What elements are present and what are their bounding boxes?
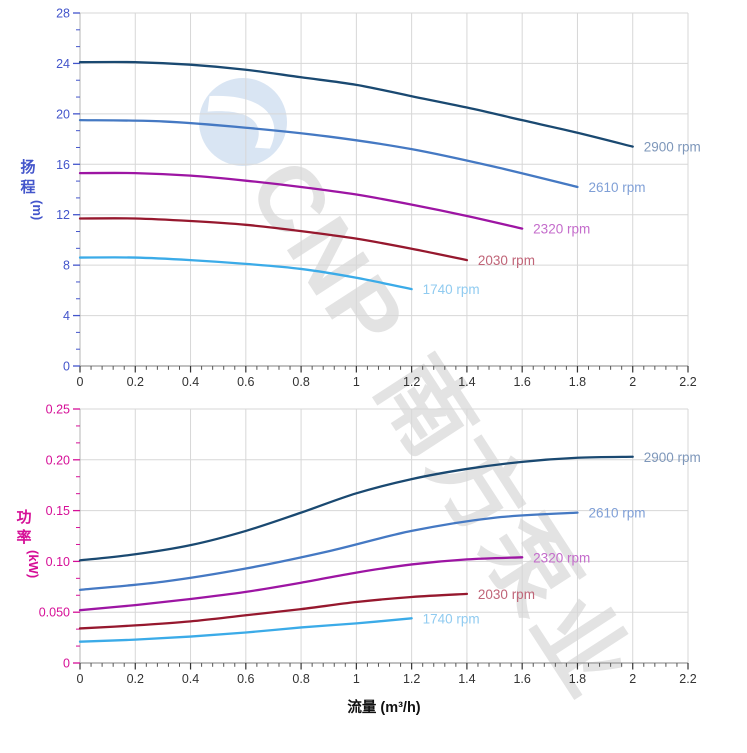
watermark-company: 南方泵业: [358, 340, 651, 714]
curve-2900-rpm: [78, 60, 634, 148]
x-tick-label: 0.4: [182, 375, 199, 389]
y-tick-label: 20: [56, 107, 70, 121]
cnp-logo-swoosh-icon: [207, 96, 275, 149]
curve-label-1740-rpm: 1740 rpm: [423, 282, 480, 297]
x-tick-label: 1.4: [458, 672, 475, 686]
curve-label-2030-rpm: 2030 rpm: [478, 253, 535, 268]
x-axis-title: 流量 (m³/h): [347, 698, 420, 716]
axis-titles: 扬 程 (m) 功 率 (kW) 流量 (m³/h): [16, 158, 420, 716]
x-tick-label: 0.2: [127, 375, 144, 389]
curve-2320-rpm: [78, 171, 524, 230]
x-tick-label: 1: [353, 375, 360, 389]
curve-2610-rpm: [78, 119, 579, 189]
curve-label-1740-rpm: 1740 rpm: [423, 611, 480, 626]
power-y-unit: (kW): [26, 550, 41, 578]
x-tick-label: 1.4: [458, 375, 475, 389]
x-tick-label: 1.6: [513, 375, 530, 389]
power-y-title-char: 率: [16, 528, 31, 546]
x-tick-label: 0.2: [127, 672, 144, 686]
curve-label-2900-rpm: 2900 rpm: [644, 140, 701, 155]
x-tick-label: 0.8: [292, 672, 309, 686]
x-tick-label: 1.2: [403, 375, 420, 389]
x-tick-label: 0.4: [182, 672, 199, 686]
x-tick-label: 2: [629, 672, 636, 686]
x-tick-label: 1: [353, 672, 360, 686]
power-y-title-char: 功: [16, 509, 31, 526]
x-ticks: [79, 366, 689, 373]
y-ticks: [73, 12, 80, 367]
head-y-title-char: 程: [20, 179, 35, 196]
x-tick-label: 2.2: [679, 375, 696, 389]
x-tick-label: 0.6: [237, 375, 254, 389]
curve-label-2610-rpm: 2610 rpm: [588, 506, 645, 521]
power-chart: 0 0.2 0.4 0.6 0.8 1 1.2 1.4 1.6 1.8 2 2.2 0 0.050 0.10…: [39, 403, 701, 687]
curve-2030-rpm: [78, 217, 469, 262]
y-tick-label: 0.20: [46, 453, 70, 467]
y-tick-label: 12: [56, 208, 70, 222]
curve-label-2900-rpm: 2900 rpm: [644, 450, 701, 465]
curve-label-2320-rpm: 2320 rpm: [533, 550, 590, 565]
x-tick-label: 0: [77, 672, 84, 686]
curve-2030-rpm: [78, 592, 469, 630]
head-chart: 0 0.2 0.4 0.6 0.8 1 1.2 1.4 1.6 1.8 2 2.2 0 4 8 12 16 20 2…: [56, 7, 701, 390]
x-tick-label: 0.6: [237, 672, 254, 686]
x-ticks: [79, 663, 689, 670]
x-tick-label: 2.2: [679, 672, 696, 686]
head-y-unit: (m): [30, 200, 45, 220]
curve-1740-rpm: [78, 256, 413, 291]
x-tick-label: 1.8: [569, 672, 586, 686]
curve-label-2610-rpm: 2610 rpm: [588, 180, 645, 195]
curve-1740-rpm: [78, 617, 413, 643]
y-ticks: [73, 408, 80, 664]
curve-2610-rpm: [78, 511, 579, 591]
x-tick-label: 1.6: [513, 672, 530, 686]
x-tick-label: 1.8: [569, 375, 586, 389]
gridlines: [79, 12, 689, 367]
y-tick-label: 0: [63, 360, 70, 374]
y-tick-label: 24: [56, 57, 70, 71]
x-tick-label: 2: [629, 375, 636, 389]
x-tick-label: 0: [77, 375, 84, 389]
y-tick-label: 28: [56, 7, 70, 21]
x-tick-label: 1.2: [403, 672, 420, 686]
y-tick-label: 0.050: [39, 606, 70, 620]
y-tick-label: 4: [63, 309, 70, 323]
curve-label-2030-rpm: 2030 rpm: [478, 587, 535, 602]
curve-2900-rpm: [78, 455, 634, 562]
y-tick-label: 0.15: [46, 504, 70, 518]
x-tick-label: 0.8: [292, 375, 309, 389]
curve-2320-rpm: [78, 556, 524, 612]
watermark-brand: CNP: [229, 142, 425, 368]
head-y-title-char: 扬: [20, 158, 35, 176]
y-tick-label: 0: [63, 657, 70, 671]
y-tick-label: 16: [56, 158, 70, 172]
y-tick-label: 0.10: [46, 555, 70, 569]
curve-label-2320-rpm: 2320 rpm: [533, 222, 590, 237]
y-tick-label: 8: [63, 259, 70, 273]
y-tick-label: 0.25: [46, 403, 70, 417]
